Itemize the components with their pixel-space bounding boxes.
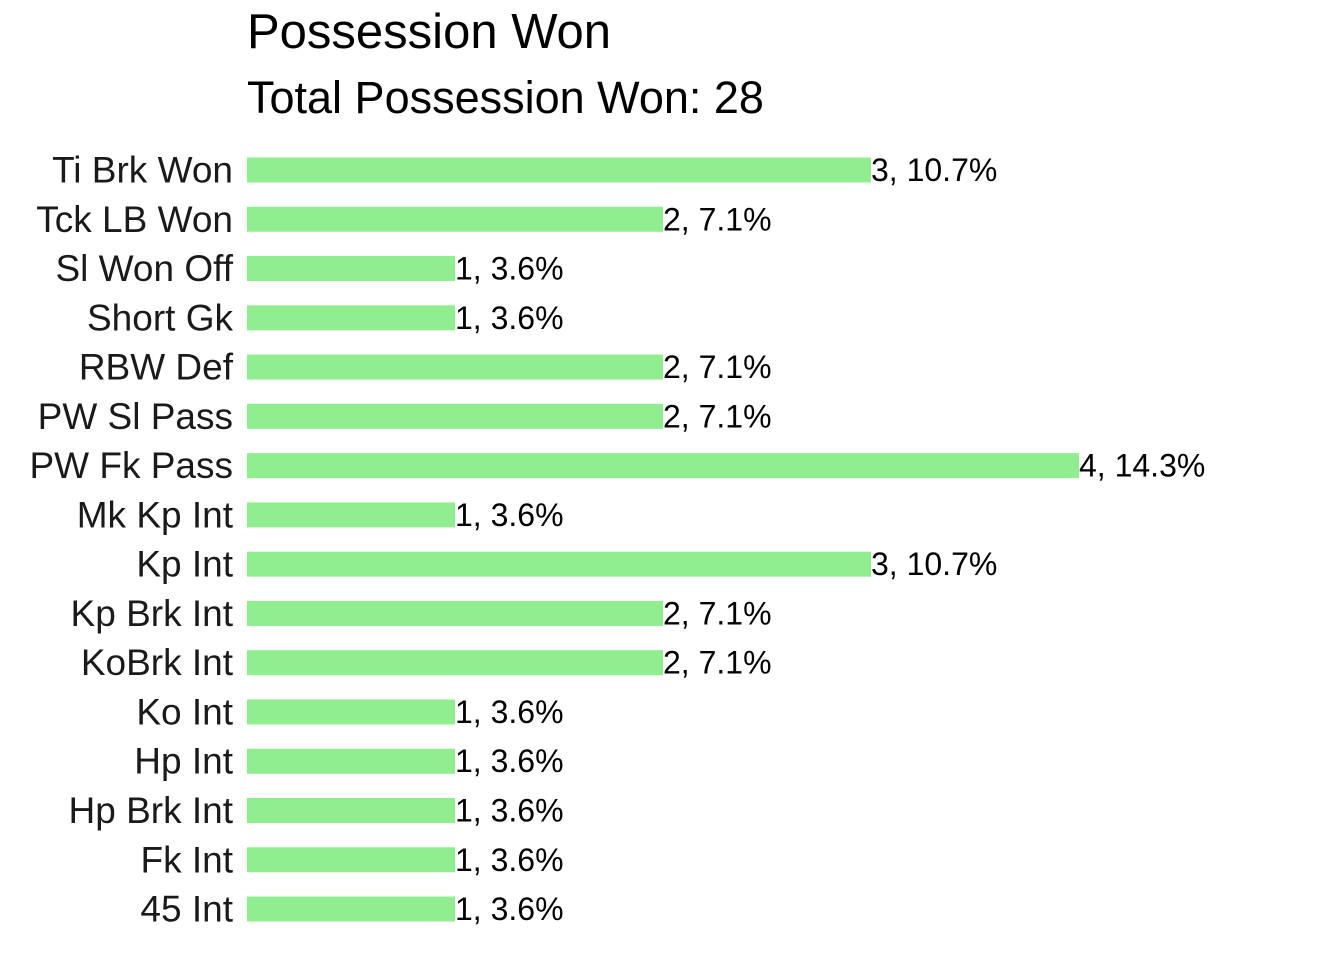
bar [247,305,455,331]
bar [247,354,663,380]
category-label: Sl Won Off [55,248,233,289]
data-label: 1, 3.6% [455,793,564,829]
chart-subtitle: Total Possession Won: 28 [247,72,764,123]
category-label: Ti Brk Won [52,150,233,191]
data-label: 1, 3.6% [455,694,564,730]
data-label: 2, 7.1% [663,595,772,631]
category-label: Ko Int [136,691,233,732]
category-label: Mk Kp Int [77,494,234,535]
bar [247,206,663,232]
category-label: Hp Brk Int [69,790,234,831]
data-label: 4, 14.3% [1079,448,1205,484]
category-label: PW Sl Pass [38,396,233,437]
bar [247,157,871,183]
category-label: Kp Brk Int [71,593,234,634]
data-label: 1, 3.6% [455,891,564,927]
data-label: 2, 7.1% [663,201,772,237]
category-label: Tck LB Won [36,199,233,240]
category-label: 45 Int [140,889,233,930]
bars-layer [247,157,1079,922]
bar [247,650,663,676]
category-labels: Ti Brk Won Tck LB Won Sl Won Off Short Gk RB… [29,150,233,930]
bar [247,453,1079,479]
data-label: 2, 7.1% [663,349,772,385]
category-label: Fk Int [140,839,233,880]
bar [247,896,455,922]
data-label: 2, 7.1% [663,398,772,434]
data-label: 3, 10.7% [871,152,997,188]
bar [247,600,663,626]
bar [247,403,663,429]
data-labels: 3, 10.7% 2, 7.1% 1, 3.6% 1, 3.6% 2, 7.1% 2, 7… [455,152,1205,927]
category-label: RBW Def [79,347,234,388]
bar [247,699,455,725]
category-label: Hp Int [134,741,233,782]
data-label: 1, 3.6% [455,743,564,779]
chart-title: Possession Won [247,5,612,59]
data-label: 1, 3.6% [455,842,564,878]
data-label: 1, 3.6% [455,251,564,287]
bar [247,748,455,774]
bar [247,798,455,824]
category-label: PW Fk Pass [29,445,233,486]
bar [247,502,455,528]
bar [247,256,455,282]
data-label: 3, 10.7% [871,546,997,582]
category-label: KoBrk Int [81,642,234,683]
data-label: 2, 7.1% [663,645,772,681]
bar [247,551,871,577]
data-label: 1, 3.6% [455,497,564,533]
data-label: 1, 3.6% [455,300,564,336]
category-label: Kp Int [136,544,233,585]
bar [247,847,455,873]
category-label: Short Gk [87,297,233,338]
